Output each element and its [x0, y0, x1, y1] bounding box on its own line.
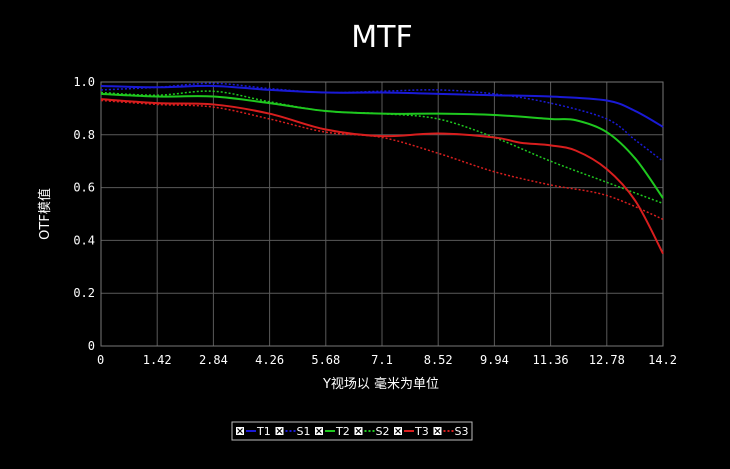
legend-label-T3: T3	[414, 425, 429, 438]
series-layer	[100, 82, 664, 255]
y-tick-label: 0.2	[73, 286, 95, 300]
y-tick-label: 0.4	[73, 233, 95, 247]
series-line-T3	[100, 98, 664, 255]
legend-marker-cross	[316, 428, 322, 434]
chart-title: MTF	[351, 20, 412, 55]
legend-label-T2: T2	[335, 425, 350, 438]
legend-items: T1 S1 T2 S2 T3 S3	[236, 425, 468, 438]
series-line-S3	[100, 99, 664, 220]
y-tick-label: 0	[88, 339, 95, 353]
y-tick-label: 0.6	[73, 181, 95, 195]
series-line-S2	[100, 90, 664, 205]
legend-marker-cross	[276, 428, 283, 434]
x-axis-label: Y视场以 毫米为单位	[322, 376, 439, 392]
x-tick-label: 7.1	[371, 353, 393, 367]
x-tick-label: 9.94	[480, 353, 509, 367]
y-tick-labels: 0 0.2 0.4 0.6 0.8 1.0	[73, 75, 95, 353]
series-line-S1	[100, 82, 664, 162]
x-tick-label: 8.52	[424, 353, 453, 367]
legend-marker-cross	[434, 428, 441, 434]
x-tick-label: 5.68	[311, 353, 340, 367]
series-line-T2	[100, 92, 664, 199]
legend-label-S2: S2	[376, 425, 390, 438]
x-tick-label: 1.42	[143, 353, 172, 367]
legend-marker-cross	[395, 428, 401, 434]
x-tick-label: 4.26	[255, 353, 284, 367]
series-line-T1	[100, 84, 664, 128]
legend-label-T1: T1	[256, 425, 271, 438]
legend-label-S3: S3	[455, 425, 469, 438]
legend-label-S1: S1	[297, 425, 311, 438]
x-tick-label: 12.78	[589, 353, 625, 367]
y-tick-label: 1.0	[73, 75, 95, 89]
y-axis-label: OTF模值	[37, 188, 53, 240]
y-tick-label: 0.8	[73, 128, 95, 142]
x-tick-label: 14.2	[648, 353, 677, 367]
x-tick-label: 0	[97, 353, 104, 367]
x-tick-label: 11.36	[533, 353, 569, 367]
legend-box	[231, 421, 473, 441]
legend-marker-cross	[237, 428, 243, 434]
legend: T1 S1 T2 S2 T3 S3	[231, 421, 473, 441]
x-tick-labels: 0 1.42 2.84 4.26 5.68 7.1 8.52 9.94 11.36 12.78 14…	[97, 353, 677, 367]
x-tick-label: 2.84	[199, 353, 228, 367]
legend-marker-cross	[355, 428, 362, 434]
plot-frame	[100, 81, 664, 347]
